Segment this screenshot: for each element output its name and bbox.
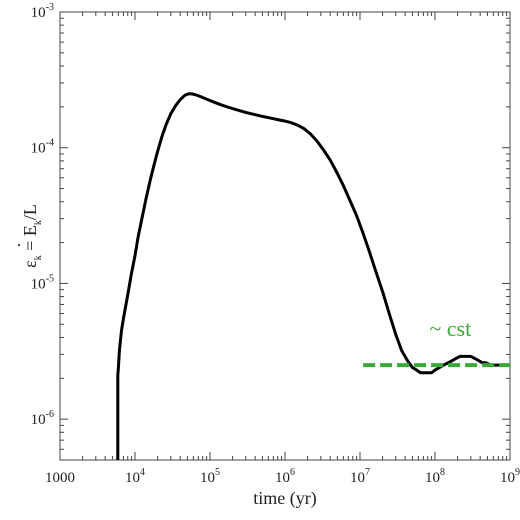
y-label-tail: /L — [20, 204, 40, 220]
tick-labels: 1000 104 105 106 107 108 109 10-6 10-5 10-4 10-3 — [31, 2, 520, 486]
x-tick-label: 109 — [500, 467, 520, 486]
y-label-dot: · — [9, 242, 29, 248]
y-axis-label: εk = Ek/L · — [9, 204, 44, 268]
x-axis-label: time (yr) — [253, 488, 316, 509]
x-tick-label: 107 — [350, 467, 370, 486]
plot-frame — [59, 11, 511, 461]
y-tick-label: 10-5 — [31, 273, 54, 292]
x-tick-label: 106 — [275, 467, 295, 486]
x-tick-label: 104 — [125, 467, 145, 486]
y-label-num-sub: k — [33, 220, 44, 225]
annotations: ~ cst — [429, 316, 471, 341]
x-tick-label: 108 — [425, 467, 445, 486]
efficiency-curve — [116, 92, 510, 460]
x-tick-label: 1000 — [45, 470, 75, 486]
y-tick-label: 10-4 — [31, 138, 54, 157]
series-layer — [116, 92, 510, 460]
y-label-num: E — [20, 225, 40, 236]
y-tick-label: 10-6 — [31, 409, 54, 428]
y-tick-label: 10-3 — [31, 2, 54, 21]
y-label-base-sub: k — [33, 255, 44, 260]
y-label-base: ε — [20, 260, 40, 268]
svg-text:εk = Ek/L: εk = Ek/L — [20, 204, 44, 268]
annotation-label: ~ cst — [429, 316, 471, 341]
tick-marks — [59, 11, 511, 461]
y-label-eq: = — [20, 236, 40, 255]
x-tick-label: 105 — [200, 467, 220, 486]
